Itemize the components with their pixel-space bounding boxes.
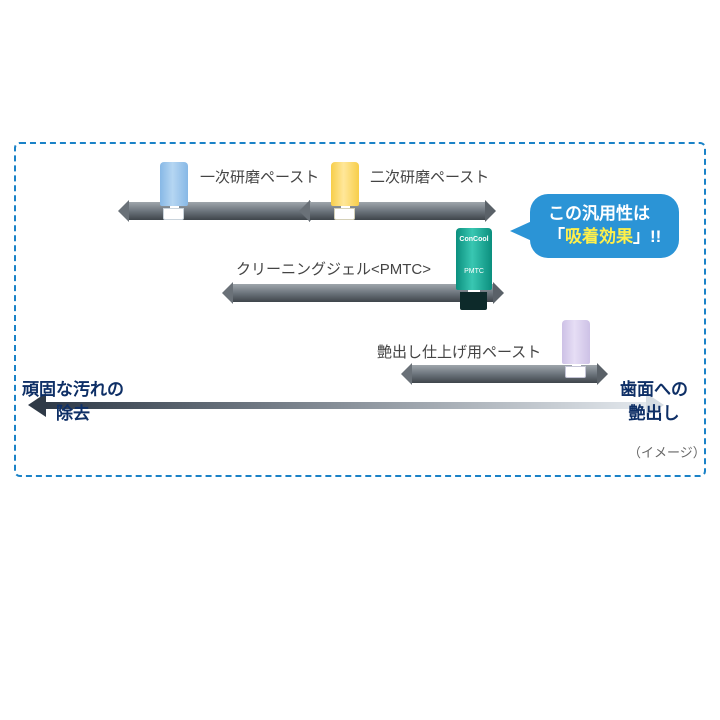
callout-tail-icon xyxy=(510,221,532,241)
callout-line1: この汎用性は xyxy=(548,204,650,223)
paste-secondary-tube xyxy=(331,162,359,220)
callout-bubble: この汎用性は 「吸着効果」!! xyxy=(530,194,679,258)
paste-primary-tube xyxy=(160,162,188,220)
axis-right-label: 歯面への艶出し xyxy=(620,378,688,426)
callout-bracket-close: 」!! xyxy=(633,227,661,246)
callout-highlight: 吸着効果 xyxy=(565,227,633,246)
spectrum-axis xyxy=(46,402,646,409)
polish-paste-label: 艶出し仕上げ用ペースト xyxy=(377,341,541,362)
range-bar-p3 xyxy=(233,284,493,302)
cleaning-gel-tube: ConCool PMTC xyxy=(456,228,492,310)
content-box xyxy=(14,142,706,477)
callout-bracket-open: 「 xyxy=(548,227,565,246)
cleaning-gel-label: クリーニングジェル<PMTC> xyxy=(236,258,431,279)
diagram-canvas: 一次研磨ペースト 二次研磨ペースト ConCool PMTC クリーニングジェル<… xyxy=(0,0,720,720)
paste-primary-label: 一次研磨ペースト xyxy=(200,166,319,187)
range-bar-p1 xyxy=(129,202,309,220)
tube-sub-text: PMTC xyxy=(456,268,492,275)
axis-left-label: 頑固な汚れの除去 xyxy=(22,378,124,426)
polish-paste-tube xyxy=(562,320,590,378)
paste-secondary-label: 二次研磨ペースト xyxy=(370,166,489,187)
image-note: （イメージ） xyxy=(628,442,706,461)
tube-brand-text: ConCool xyxy=(456,236,492,243)
